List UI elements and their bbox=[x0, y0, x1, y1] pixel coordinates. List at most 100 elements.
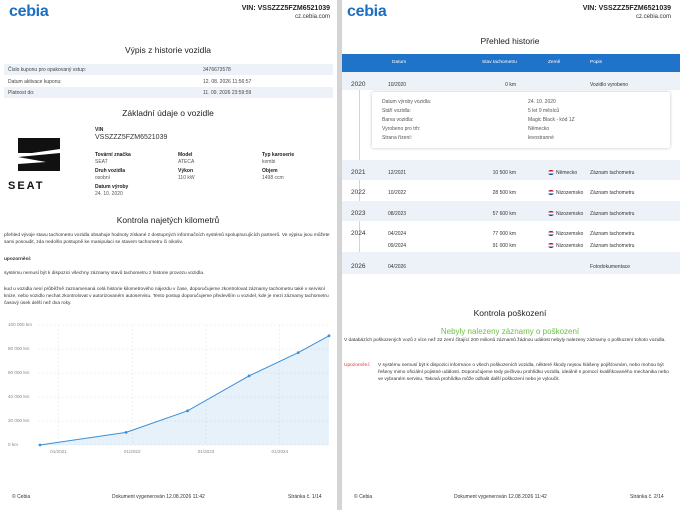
page-2: cebia VIN: VSSZZZ5FZM6521039 cz.cebia.co… bbox=[342, 0, 680, 510]
detail-label: Vyrobeno pro trh: bbox=[382, 126, 421, 132]
field-value: SEAT bbox=[95, 159, 108, 165]
timeline bbox=[359, 90, 360, 270]
date: 08/2023 bbox=[388, 211, 407, 217]
footer-right: Stránka č. 1/14 bbox=[288, 494, 322, 500]
country: Německo bbox=[556, 170, 578, 176]
detail-label: Barva vozidla: bbox=[382, 117, 414, 123]
damage-text: V databázích poškozených vozů z více než… bbox=[344, 338, 666, 343]
brand-logo: SEAT bbox=[8, 180, 45, 192]
header-cell: Stav tachometru bbox=[482, 60, 517, 65]
description: Fotodokumentace bbox=[590, 264, 631, 270]
logo: cebia bbox=[9, 3, 49, 20]
header-cell: Země bbox=[548, 60, 561, 65]
mileage: 28 500 km bbox=[492, 190, 516, 196]
footer-right: Stránka č. 2/14 bbox=[630, 494, 664, 500]
row-band bbox=[4, 64, 333, 75]
field-value: kombi bbox=[262, 159, 276, 165]
area bbox=[40, 335, 329, 445]
mileage: 77 000 km bbox=[492, 231, 516, 237]
section-title: Kontrola poškození bbox=[473, 308, 547, 318]
field-value: 24. 10. 2020 bbox=[95, 191, 123, 197]
date: 12/2021 bbox=[388, 170, 407, 176]
year: 2026 bbox=[351, 263, 366, 270]
country: Nizozemsko bbox=[556, 243, 584, 249]
site: cz.cebia.com bbox=[635, 14, 671, 20]
section-title: Základní údaje o vozidle bbox=[122, 108, 214, 118]
mileage: 0 km bbox=[505, 82, 516, 88]
y-tick-label: 60 000 km bbox=[8, 370, 30, 375]
detail-value: Magic Black - kód 1Z bbox=[528, 117, 575, 123]
row-label: Číslo kuponu pro opakovaný vstup: bbox=[8, 67, 87, 73]
description: Záznam tachometru bbox=[590, 190, 635, 196]
date: 10/2022 bbox=[388, 190, 407, 196]
description: Záznam tachometru bbox=[590, 211, 635, 217]
field-value: 1498 ccm bbox=[262, 175, 284, 181]
mileage: 10 500 km bbox=[492, 170, 516, 176]
country: Nizozemsko bbox=[556, 211, 584, 217]
point bbox=[124, 431, 128, 434]
date: 04/2024 bbox=[388, 231, 407, 237]
date: 10/2020 bbox=[388, 82, 407, 88]
page-1: cebia VIN: VSSZZZ5FZM6521039 cz.cebia.co… bbox=[0, 0, 337, 510]
field-label: Druh vozidla bbox=[95, 168, 126, 174]
section-title: Výpis z historie vozidla bbox=[125, 45, 211, 55]
detail-label: Strana řízení: bbox=[382, 135, 413, 141]
vin: VIN: VSSZZZ5FZM6521039 bbox=[241, 5, 330, 12]
y-tick-label: 100 000 km bbox=[8, 322, 32, 327]
year: 2020 bbox=[351, 81, 366, 88]
section-title: Přehled historie bbox=[480, 36, 540, 46]
line bbox=[39, 335, 330, 446]
detail-value: 24. 10. 2020 bbox=[528, 99, 556, 105]
row-label: Datum aktivace kuponu: bbox=[8, 78, 62, 85]
field-label: Datum výroby bbox=[95, 184, 129, 190]
flag-icon bbox=[548, 211, 554, 216]
mileage: 57 600 km bbox=[492, 211, 516, 217]
field-label: Výkon bbox=[178, 168, 194, 174]
y-tick-label: 0 km bbox=[8, 442, 18, 447]
warning-text: V systému nemusí být k dispozici informa… bbox=[378, 363, 669, 382]
point bbox=[186, 409, 189, 413]
footer-center: Dokument vygenerován 12.08.2026 11:42 bbox=[454, 494, 547, 500]
damage-result: Nebyly nalezeny záznamy o poškození bbox=[440, 327, 580, 336]
vin-label: VIN bbox=[95, 127, 104, 133]
brand-logo-icon bbox=[18, 138, 60, 171]
country: Nizozemsko bbox=[556, 190, 584, 196]
mileage-chart: 0 km 20 000 km 40 000 km 60 000 km 80 000 km… bbox=[8, 322, 331, 454]
detail-value: Německo bbox=[528, 126, 550, 132]
detail-label: Datum výroby vozidla: bbox=[382, 99, 432, 105]
header-cell: Popis bbox=[590, 60, 602, 65]
row-value: 3476673578 bbox=[203, 67, 231, 73]
date: 09/2024 bbox=[388, 243, 407, 249]
y-tick-label: 40 000 km bbox=[8, 394, 30, 399]
row-value: 11. 09. 2026 23:59:59 bbox=[203, 90, 252, 96]
year: 2024 bbox=[351, 230, 366, 237]
description: Záznam tachometru bbox=[590, 231, 635, 237]
footer-center: Dokument vygenerován 12.08.2026 11:42 bbox=[112, 494, 205, 500]
field-value: 110 kW bbox=[178, 175, 195, 181]
field-label: Objem bbox=[262, 168, 278, 174]
vin-value: VSSZZZ5FZM6521039 bbox=[95, 134, 168, 141]
vin: VIN: VSSZZZ5FZM6521039 bbox=[582, 5, 671, 12]
row-band bbox=[4, 87, 333, 98]
table-header bbox=[342, 54, 680, 72]
row-band bbox=[342, 252, 680, 274]
detail-card bbox=[372, 92, 670, 148]
date: 04/2026 bbox=[388, 264, 407, 270]
description: Vozidlo vyrobeno bbox=[590, 82, 629, 88]
paragraph: systému nemusí být k dispozici všechny z… bbox=[4, 271, 205, 276]
row-band bbox=[342, 72, 680, 90]
point bbox=[247, 374, 251, 378]
detail-label: Stáří vozidla: bbox=[382, 108, 411, 114]
row-band bbox=[342, 201, 680, 221]
x-tick-label: 01/2022 bbox=[124, 449, 141, 454]
y-tick-label: 20 000 km bbox=[8, 418, 30, 423]
description: Záznam tachometru bbox=[590, 170, 635, 176]
field-label: Tovární značka bbox=[95, 152, 131, 158]
flag-icon bbox=[548, 231, 554, 236]
field-label: Typ karoserie bbox=[262, 152, 295, 158]
year: 2023 bbox=[351, 210, 366, 217]
row-value: 12. 08. 2026 11:56:57 bbox=[203, 78, 252, 85]
section-title: Kontrola najetých kilometrů bbox=[116, 215, 220, 225]
x-tick-label: 01/2024 bbox=[272, 449, 289, 454]
